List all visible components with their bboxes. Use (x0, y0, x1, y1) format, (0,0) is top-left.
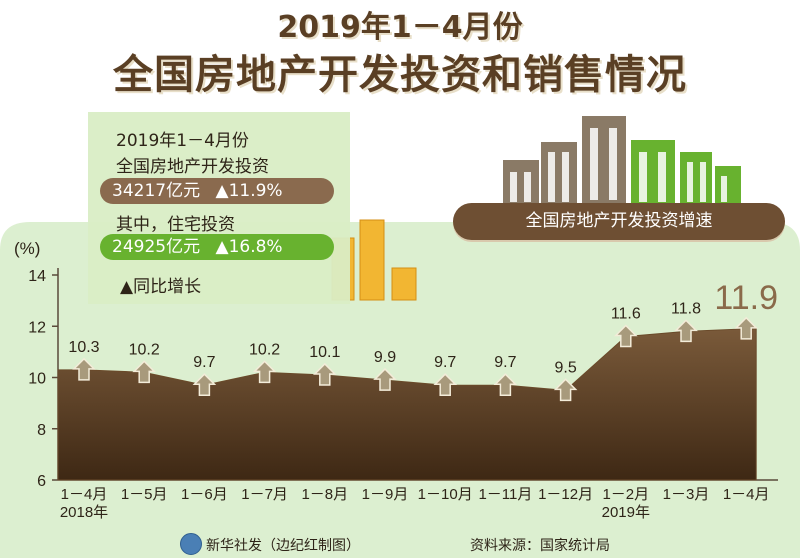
y-tick-label: 6 (37, 473, 46, 490)
x-tick-label: 1－4月 (723, 486, 770, 503)
value-label: 10.2 (249, 341, 280, 358)
investment-label: 全国房地产开发投资 (116, 157, 269, 177)
value-label: 10.3 (68, 339, 99, 356)
residential-growth: ▲16.8% (215, 237, 283, 257)
info-period: 2019年1－4月份 (116, 131, 249, 151)
xinhua-logo-icon (180, 533, 202, 555)
data-point-marker (192, 373, 217, 396)
data-point-marker (312, 362, 337, 386)
investment-pill: 34217亿元 ▲11.9% (100, 178, 334, 204)
value-label: 11.8 (671, 300, 701, 317)
title-line-2: 全国房地产开发投资和销售情况 (113, 52, 687, 98)
year-label: 2018年 (60, 504, 108, 521)
data-point-marker (252, 360, 277, 384)
value-label: 9.7 (193, 354, 215, 371)
x-tick-label: 1－6月 (181, 486, 228, 503)
residential-pill: 24925亿元 ▲16.8% (100, 234, 334, 260)
y-axis-unit: (%) (14, 239, 40, 258)
data-point-marker (373, 368, 397, 391)
value-label: 9.9 (374, 349, 396, 366)
value-label: 9.5 (554, 359, 576, 376)
data-point-marker (553, 378, 578, 402)
value-label: 11.6 (611, 306, 641, 323)
value-label: 9.7 (434, 354, 456, 371)
buildings-illustration (503, 116, 741, 210)
chart-banner-label: 全国房地产开发投资增速 (453, 203, 785, 240)
legend-note: ▲同比增长 (120, 277, 202, 297)
data-point-marker (72, 357, 96, 381)
y-tick-label: 14 (28, 268, 46, 285)
x-tick-label: 1－5月 (121, 486, 168, 503)
data-source: 资料来源：国家统计局 (470, 538, 610, 554)
y-tick-label: 12 (28, 319, 46, 336)
source-agency: 新华社发（边纪红制图） (206, 538, 360, 554)
data-point-marker (132, 360, 157, 384)
value-label: 10.2 (129, 341, 160, 358)
data-point-marker (674, 319, 698, 343)
data-point-marker (493, 373, 518, 396)
x-tick-label: 1－8月 (301, 486, 348, 503)
x-tick-label: 1－3月 (663, 486, 710, 503)
x-tick-label: 1－11月 (478, 486, 532, 503)
info-panel (88, 112, 350, 304)
data-point-marker (613, 324, 638, 348)
investment-value: 34217亿元 (112, 181, 201, 201)
value-label: 10.1 (309, 344, 340, 361)
x-tick-label: 1－7月 (241, 486, 288, 503)
year-label: 2019年 (602, 504, 650, 521)
y-tick-label: 8 (37, 422, 46, 439)
value-label: 9.7 (494, 354, 516, 371)
x-tick-label: 1－12月 (538, 486, 593, 503)
data-point-marker (734, 316, 759, 340)
x-tick-label: 1－9月 (362, 486, 409, 503)
x-tick-label: 1－10月 (418, 486, 473, 503)
data-point-marker (433, 373, 458, 396)
investment-growth: ▲11.9% (215, 181, 283, 201)
highlight-value-label: 11.9 (714, 279, 778, 317)
residential-value: 24925亿元 (112, 237, 201, 257)
x-tick-label: 1－4月 (61, 486, 108, 503)
residential-label: 其中，住宅投资 (116, 215, 235, 235)
x-tick-label: 1－2月 (602, 486, 649, 503)
y-tick-label: 10 (28, 371, 46, 388)
title-line-1: 2019年1－4月份 (277, 10, 523, 45)
